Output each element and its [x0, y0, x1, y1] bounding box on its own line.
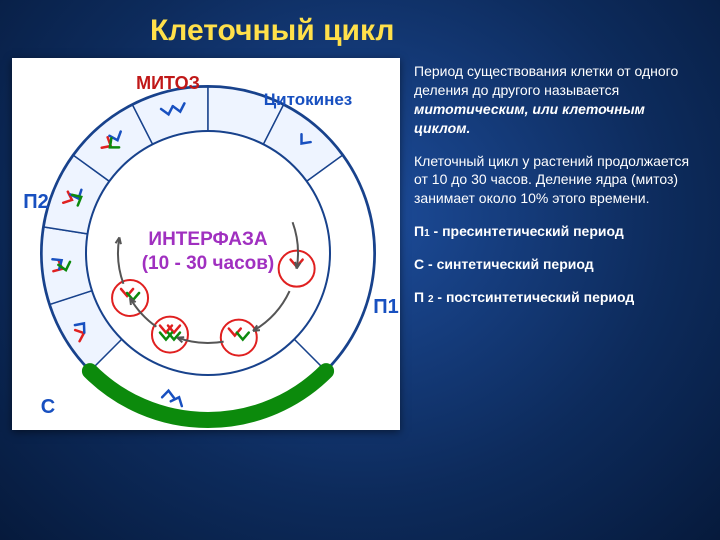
page-title: Клеточный цикл — [150, 14, 394, 48]
p1-a: П — [414, 223, 424, 239]
cytokinesis-label: Цитокинез — [264, 90, 353, 109]
para-1a: Период существования клетки от одного де… — [414, 63, 678, 98]
c-b: - синтетический период — [424, 256, 594, 272]
diagram-svg: МИТОЗ Цитокинез ИНТЕРФАЗА (10 - 30 часов… — [12, 58, 400, 430]
para-p1: П1 - пресинтетический период — [414, 222, 704, 241]
p2-label: П2 — [23, 191, 49, 213]
para-2: Клеточный цикл у растений продолжается о… — [414, 152, 704, 209]
p2-a: П — [414, 289, 428, 305]
para-p2: П 2 - постсинтетический период — [414, 288, 704, 307]
p1-label: П1 — [373, 296, 399, 318]
p1-b: - пресинтетический период — [430, 223, 624, 239]
interphase-label-1: ИНТЕРФАЗА — [148, 229, 267, 250]
c-a: С — [414, 256, 424, 272]
c-label: С — [41, 396, 55, 418]
text-column: Период существования клетки от одного де… — [414, 62, 704, 321]
para-c: С - синтетический период — [414, 255, 704, 274]
mitosis-label: МИТОЗ — [136, 73, 200, 93]
para-1b: митотическим, или клеточным циклом. — [414, 101, 645, 136]
p2-b: - постсинтетический период — [434, 289, 635, 305]
cell-cycle-diagram: МИТОЗ Цитокинез ИНТЕРФАЗА (10 - 30 часов… — [12, 58, 400, 430]
interphase-label-2: (10 - 30 часов) — [142, 253, 275, 274]
para-1: Период существования клетки от одного де… — [414, 62, 704, 138]
